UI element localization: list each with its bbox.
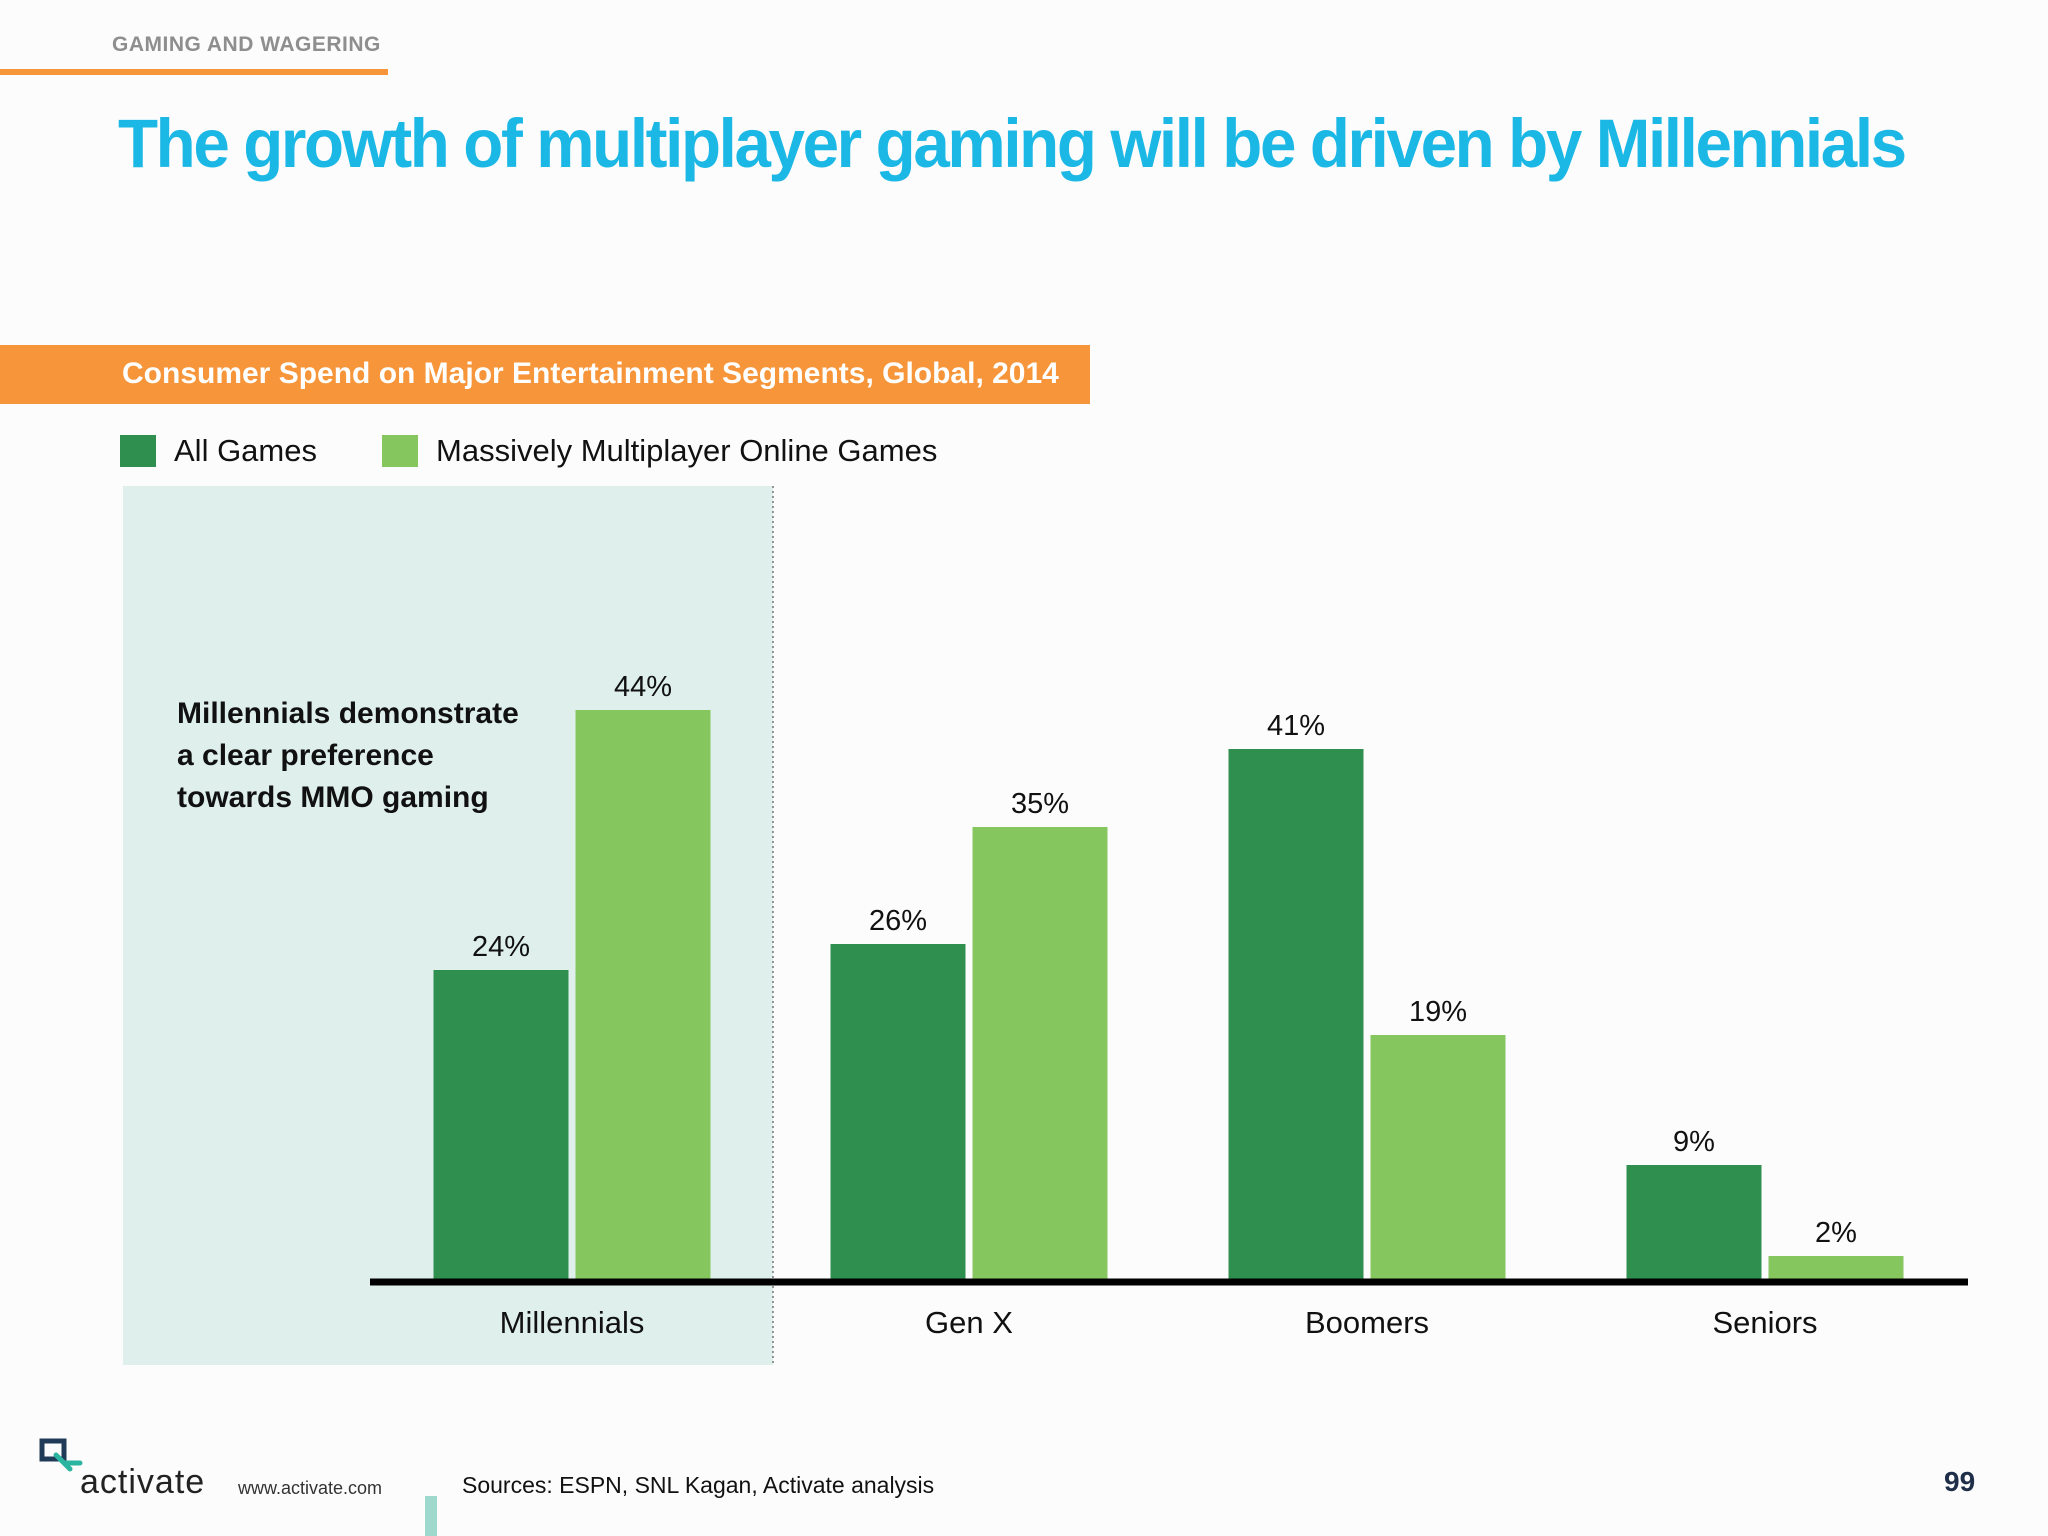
bar-chart: 24% 44% Millennials 26% 35% Gen X 41% 19% Boomer… <box>123 486 1968 1365</box>
x-tick-label: Gen X <box>925 1305 1013 1340</box>
callout-line: Millennials demonstrate <box>177 697 519 730</box>
bar-mmo-games <box>1768 1256 1904 1282</box>
section-label: GAMING AND WAGERING <box>112 33 381 56</box>
data-label: 19% <box>1409 996 1467 1028</box>
legend-label-mmo-games: Massively Multiplayer Online Games <box>436 433 938 468</box>
footer-divider <box>425 1496 437 1536</box>
brand-url: www.activate.com <box>238 1478 383 1498</box>
callout-line: towards MMO gaming <box>177 781 489 814</box>
callout-text: Millennials demonstrate a clear preferen… <box>177 693 597 819</box>
data-label: 26% <box>869 905 927 937</box>
data-label: 35% <box>1011 788 1069 820</box>
activate-logo-icon <box>39 1438 83 1472</box>
chart-title-banner: Consumer Spend on Major Entertainment Se… <box>0 345 1090 404</box>
data-label: 9% <box>1673 1126 1715 1158</box>
page-title: The growth of multiplayer gaming will be… <box>118 105 1907 182</box>
bar-mmo-games <box>575 710 711 1282</box>
bar-all-games <box>1228 749 1364 1282</box>
bar-all-games <box>830 944 966 1282</box>
bar-all-games <box>433 970 569 1282</box>
legend-swatch-all-games <box>120 435 156 467</box>
brand-name: activate <box>80 1463 206 1501</box>
page-number: 99 <box>1944 1466 1976 1497</box>
bar-all-games <box>1626 1165 1762 1282</box>
legend-label-all-games: All Games <box>174 433 317 468</box>
x-tick-label: Boomers <box>1305 1305 1429 1340</box>
data-label: 41% <box>1267 710 1325 742</box>
callout-line: a clear preference <box>177 739 434 772</box>
data-label: 2% <box>1815 1217 1857 1249</box>
section-underline <box>0 69 388 75</box>
legend-swatch-mmo-games <box>382 435 418 467</box>
bar-mmo-games <box>972 827 1108 1282</box>
data-label: 24% <box>472 931 530 963</box>
data-label: 44% <box>614 671 672 703</box>
sources-note: Sources: ESPN, SNL Kagan, Activate analy… <box>462 1472 935 1498</box>
chart-title: Consumer Spend on Major Entertainment Se… <box>122 357 1059 390</box>
x-tick-label: Seniors <box>1712 1305 1817 1340</box>
bar-mmo-games <box>1370 1035 1506 1282</box>
x-tick-label: Millennials <box>500 1305 645 1340</box>
